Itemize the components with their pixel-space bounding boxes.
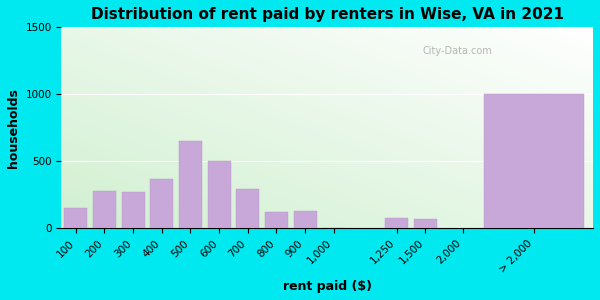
Bar	[179, 141, 202, 228]
Bar	[151, 179, 173, 228]
Bar	[265, 212, 288, 228]
X-axis label: rent paid ($): rent paid ($)	[283, 280, 372, 293]
Bar	[122, 192, 145, 228]
Bar	[208, 161, 230, 228]
Bar	[93, 191, 116, 228]
Bar	[236, 190, 259, 228]
Title: Distribution of rent paid by renters in Wise, VA in 2021: Distribution of rent paid by renters in …	[91, 7, 564, 22]
Bar	[414, 219, 437, 228]
Bar	[385, 218, 408, 228]
Bar	[293, 211, 317, 228]
Bar	[64, 208, 87, 228]
Y-axis label: households: households	[7, 88, 20, 168]
Text: City-Data.com: City-Data.com	[423, 46, 493, 56]
Bar	[484, 94, 584, 228]
